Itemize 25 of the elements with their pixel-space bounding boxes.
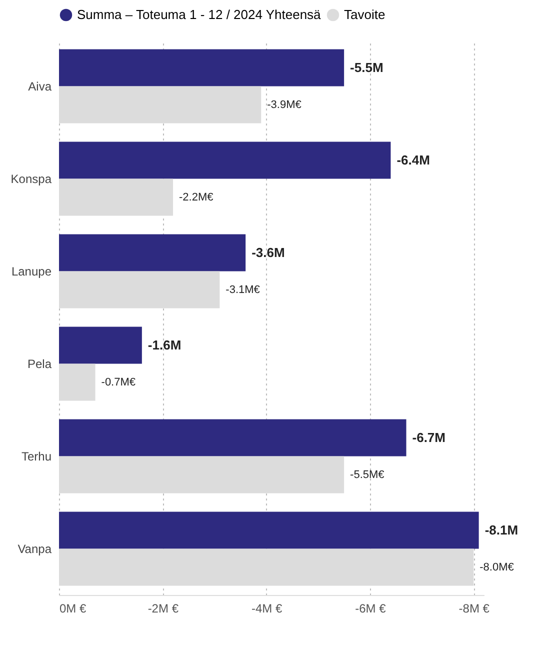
data-label: -8.0M€: [480, 561, 514, 574]
data-label: -0.7M€: [101, 376, 136, 388]
data-label: -5.5M: [350, 60, 384, 75]
x-tick-label: -2M €: [148, 602, 179, 616]
x-tick-label: -4M €: [251, 602, 282, 616]
y-tick-label: Terhu: [21, 449, 52, 464]
data-label: -5.5M€: [350, 468, 384, 481]
data-label: -1.6M: [148, 337, 182, 352]
y-tick-label: Pela: [27, 356, 52, 371]
y-tick-label: Konspa: [10, 172, 52, 186]
x-tick-label: 0M €: [60, 602, 87, 616]
data-label: -3.6M: [252, 244, 285, 260]
data-label: -2.2M€: [179, 191, 214, 204]
data-label: -8.1M: [484, 522, 518, 538]
data-label: -6.4M: [396, 152, 430, 168]
x-tick-label: -8M €: [458, 602, 490, 616]
y-tick-label: Aiva: [28, 79, 52, 94]
legend-label: Summa – Toteuma 1 - 12 / 2024 Yhteensä: [77, 7, 322, 22]
legend-label: Tavoite: [344, 7, 386, 22]
y-tick-label: Lanupe: [11, 264, 52, 278]
data-label: -6.7M: [412, 430, 446, 445]
data-label: -3.1M€: [226, 284, 260, 296]
y-tick-label: Vanpa: [18, 542, 52, 556]
data-label: -3.9M€: [267, 98, 302, 111]
x-tick-label: -6M €: [355, 602, 386, 616]
